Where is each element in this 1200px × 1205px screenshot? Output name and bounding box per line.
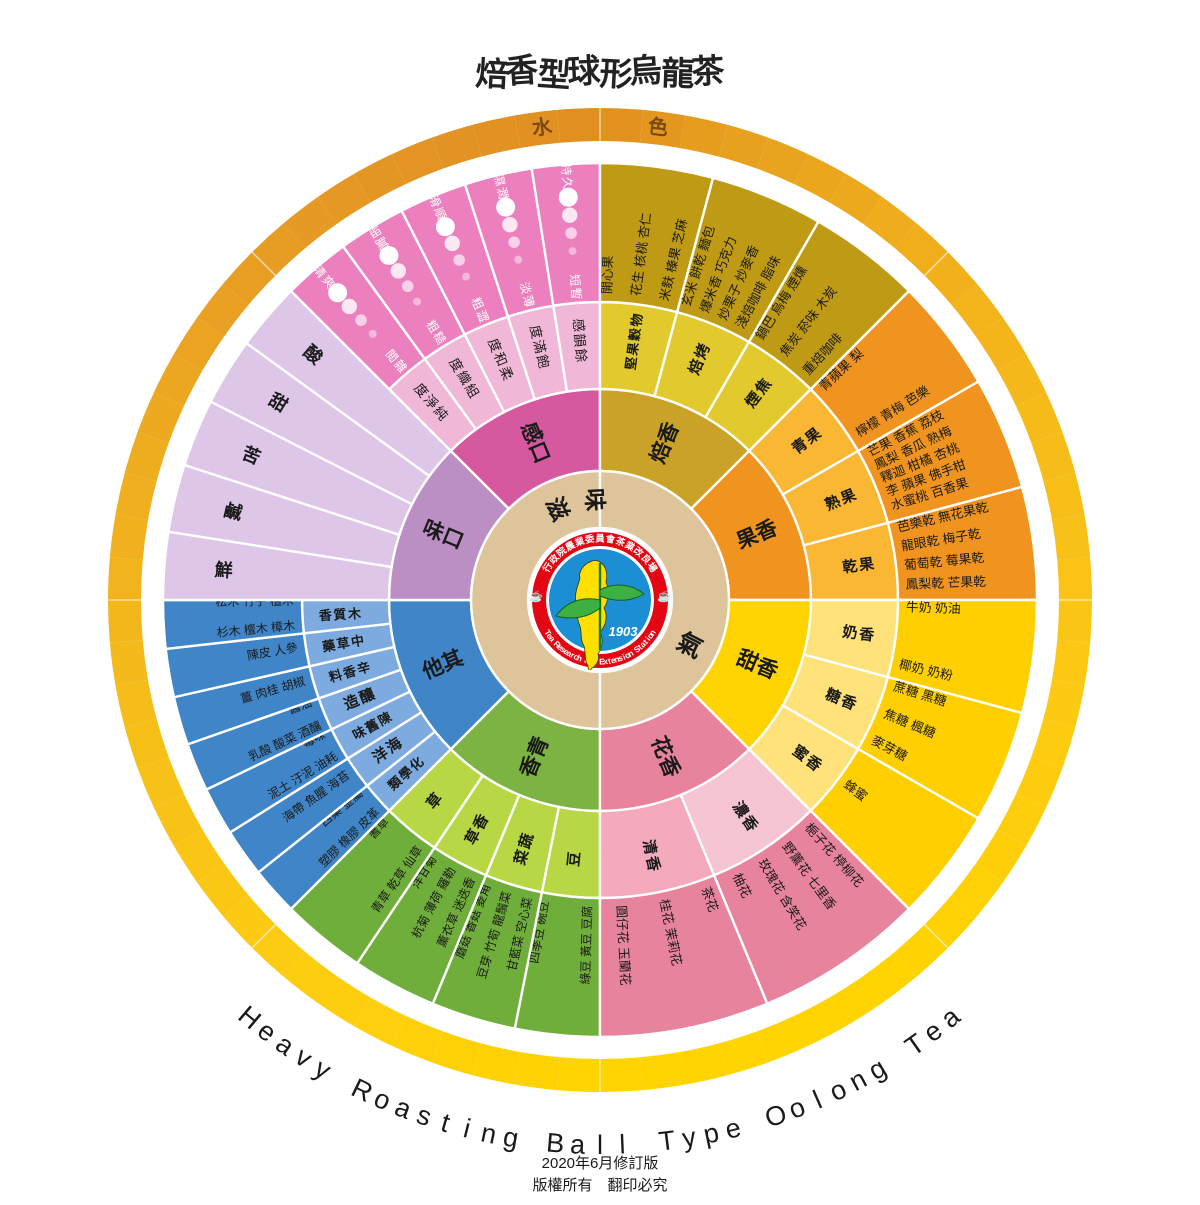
svg-text:茶: 茶	[690, 52, 726, 91]
svg-text:暫: 暫	[568, 287, 584, 300]
svg-text:球: 球	[566, 52, 602, 91]
svg-text:果: 果	[857, 555, 876, 574]
svg-text:堅: 堅	[623, 356, 640, 371]
svg-text:牛奶 奶油: 牛奶 奶油	[906, 599, 961, 616]
svg-text:鳳梨乾 芒果乾: 鳳梨乾 芒果乾	[905, 574, 986, 592]
svg-text:開心果: 開心果	[599, 255, 615, 294]
svg-text:2020年6月修訂版: 2020年6月修訂版	[542, 1155, 659, 1172]
svg-text:香: 香	[504, 51, 540, 90]
svg-text:員: 員	[594, 534, 605, 544]
svg-text:色: 色	[647, 114, 670, 140]
svg-text:木: 木	[347, 606, 363, 622]
svg-text:果: 果	[625, 342, 642, 358]
svg-text:久: 久	[560, 176, 575, 189]
svg-text:香: 香	[858, 625, 875, 645]
svg-text:綠豆 黃豆 豆腐: 綠豆 黃豆 豆腐	[577, 906, 594, 985]
svg-text:物: 物	[629, 313, 646, 328]
svg-text:水: 水	[531, 115, 555, 140]
svg-text:質: 質	[333, 607, 347, 623]
svg-text:版權所有 翻印必究: 版權所有 翻印必究	[532, 1177, 667, 1194]
svg-text:味: 味	[581, 487, 608, 511]
svg-text:1903: 1903	[609, 624, 639, 639]
svg-text:☕: ☕	[657, 589, 671, 603]
svg-text:韻: 韻	[572, 333, 588, 348]
svg-text:☕: ☕	[529, 589, 543, 603]
svg-text:乾: 乾	[841, 557, 858, 577]
svg-text:餘: 餘	[573, 348, 590, 363]
svg-text:烏: 烏	[628, 51, 664, 90]
svg-text:草: 草	[336, 635, 351, 652]
svg-text:香: 香	[317, 608, 333, 624]
svg-text:豆: 豆	[565, 851, 583, 868]
svg-text:奶: 奶	[841, 623, 858, 643]
svg-text:持: 持	[559, 163, 575, 176]
svg-text:短: 短	[567, 274, 582, 287]
svg-text:中: 中	[350, 633, 365, 650]
svg-text:鮮: 鮮	[214, 559, 234, 581]
svg-text:感: 感	[570, 318, 587, 333]
